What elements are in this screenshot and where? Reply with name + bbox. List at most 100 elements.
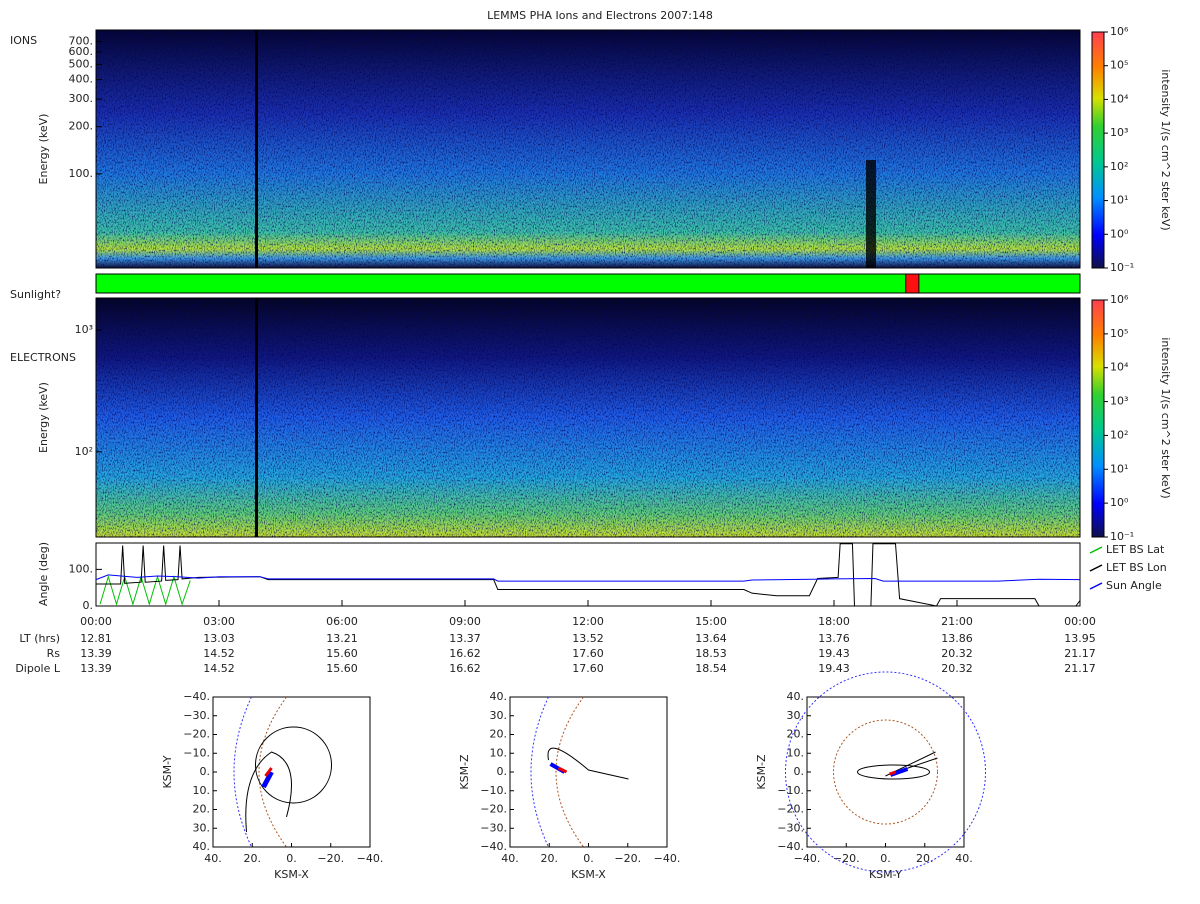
orbit-curve <box>264 767 273 777</box>
y-tick-label: −10. <box>480 784 507 797</box>
y-tick-label: 0. <box>200 765 211 778</box>
legend-label: LET BS Lon <box>1106 561 1167 574</box>
y-tick-label: 200. <box>69 120 94 133</box>
ion-frame <box>95 29 1081 269</box>
y-tick-label: 20. <box>787 728 805 741</box>
y-tick-label: −40. <box>183 690 210 703</box>
x-tick-label: 0. <box>880 852 891 865</box>
y-tick-label: 100. <box>69 562 94 575</box>
y-axis-label: KSM-Z <box>755 754 768 790</box>
y-axis-label: Energy (keV) <box>37 114 50 185</box>
colorbar-tick-label: 10³ <box>1110 126 1128 139</box>
y-tick-label: 10. <box>193 784 211 797</box>
y-tick-label: 700. <box>69 35 94 48</box>
x-tick-label: 40. <box>204 852 222 865</box>
x-tick-label: 00:00 <box>80 615 112 628</box>
ephemeris-value: 18.53 <box>695 647 727 660</box>
y-axis-label: KSM-Z <box>458 754 471 790</box>
colorbar-tick-label: 10⁴ <box>1110 92 1129 105</box>
ion-spectrogram-noise <box>96 30 1080 268</box>
sunlight-label: Sunlight? <box>10 288 61 301</box>
y-axis-label: Angle (deg) <box>37 542 50 606</box>
ephemeris-value: 12.81 <box>80 632 112 645</box>
ephemeris-value: 15.60 <box>326 647 358 660</box>
ephemeris-label: Rs <box>47 647 61 660</box>
y-tick-label: 30. <box>787 709 805 722</box>
ephemeris-value: 21.17 <box>1064 662 1096 675</box>
x-tick-label: 20. <box>244 852 262 865</box>
ephemeris-label: Dipole L <box>15 662 61 675</box>
x-tick-label: 20. <box>541 852 559 865</box>
orbit-curve <box>547 747 629 780</box>
x-tick-label: 0. <box>286 852 297 865</box>
colorbar <box>1091 31 1105 269</box>
x-tick-label: 06:00 <box>326 615 358 628</box>
ephemeris-value: 13.37 <box>449 632 481 645</box>
y-tick-label: 400. <box>69 73 94 86</box>
electrons-label: ELECTRONS <box>10 351 76 364</box>
ephemeris-value: 13.52 <box>572 632 604 645</box>
ephemeris-value: 20.32 <box>941 662 973 675</box>
orbit-curve <box>833 719 938 825</box>
ephemeris-value: 13.21 <box>326 632 358 645</box>
ion-dropout <box>255 30 258 268</box>
y-tick-label: 10. <box>490 746 508 759</box>
colorbar-tick-label: 10⁶ <box>1110 293 1129 306</box>
ephemeris-value: 13.76 <box>818 632 850 645</box>
y-tick-label: 20. <box>193 803 211 816</box>
orbit-curve <box>258 696 287 848</box>
x-tick-label: −20. <box>833 852 860 865</box>
colorbar-tick-label: 10⁰ <box>1110 496 1129 509</box>
x-tick-label: 18:00 <box>818 615 850 628</box>
colorbar-tick-label: 10⁵ <box>1110 59 1128 72</box>
y-tick-label: −40. <box>480 840 507 853</box>
ephemeris-value: 19.43 <box>818 662 850 675</box>
ion-dropout <box>866 160 876 268</box>
electron-frame <box>95 297 1081 538</box>
ephemeris-value: 19.43 <box>818 647 850 660</box>
x-tick-label: −40. <box>357 852 384 865</box>
y-tick-label: 0. <box>83 599 94 612</box>
y-tick-label: 30. <box>193 821 211 834</box>
orbit-curve <box>557 766 568 774</box>
colorbar <box>1091 299 1105 538</box>
x-tick-label: −20. <box>317 852 344 865</box>
angle-frame <box>95 542 1081 607</box>
y-tick-label: −40. <box>777 840 804 853</box>
colorbar-tick-label: 10¹ <box>1110 194 1128 207</box>
colorbar-tick-label: 10⁻¹ <box>1110 530 1134 543</box>
colorbar-tick-label: 10² <box>1110 428 1128 441</box>
y-tick-label: −20. <box>777 803 804 816</box>
x-tick-label: 15:00 <box>695 615 727 628</box>
legend-swatch <box>1089 582 1103 590</box>
ephemeris-value: 16.62 <box>449 647 481 660</box>
x-tick-label: 40. <box>501 852 519 865</box>
x-tick-label: 00:00 <box>1064 615 1096 628</box>
figure-title: LEMMS PHA Ions and Electrons 2007:148 <box>487 9 713 22</box>
ephemeris-value: 13.03 <box>203 632 235 645</box>
x-tick-label: −40. <box>654 852 681 865</box>
ephemeris-value: 15.60 <box>326 662 358 675</box>
colorbar-tick-label: 10⁵ <box>1110 327 1128 340</box>
y-tick-label: 30. <box>490 709 508 722</box>
ephemeris-value: 13.39 <box>80 647 112 660</box>
x-tick-label: 40. <box>955 852 973 865</box>
y-tick-label: 10. <box>787 746 805 759</box>
ephemeris-value: 17.60 <box>572 647 604 660</box>
x-tick-label: 12:00 <box>572 615 604 628</box>
x-axis-label: KSM-X <box>571 868 606 881</box>
y-tick-label: 600. <box>69 45 94 58</box>
ephemeris-value: 16.62 <box>449 662 481 675</box>
y-tick-label: −30. <box>183 709 210 722</box>
ephemeris-value: 17.60 <box>572 662 604 675</box>
ephemeris-value: 18.54 <box>695 662 727 675</box>
sunlight-bar <box>95 273 1081 294</box>
x-tick-label: 21:00 <box>941 615 973 628</box>
ephemeris-value: 13.95 <box>1064 632 1096 645</box>
ephemeris-value: 13.64 <box>695 632 727 645</box>
legend-label: LET BS Lat <box>1106 543 1165 556</box>
x-tick-label: −20. <box>614 852 641 865</box>
orbit-curve <box>233 696 252 848</box>
angle-line <box>96 543 1081 607</box>
y-tick-label: 100. <box>69 167 94 180</box>
